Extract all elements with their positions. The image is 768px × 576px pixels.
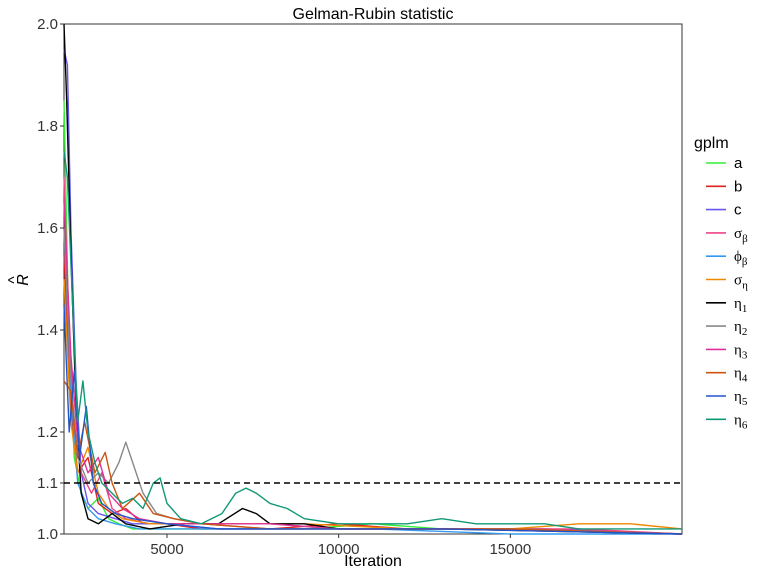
series-line-11: [63, 304, 683, 535]
y-tick-label: 1.8: [37, 118, 58, 135]
x-tick-label: 15000: [489, 541, 531, 558]
y-tick-label: 1.6: [37, 220, 58, 237]
legend-label-10: η4: [734, 366, 748, 385]
legend-label-8: η2: [734, 319, 747, 338]
series-line-12: [63, 151, 682, 530]
plot-panel: [63, 23, 683, 535]
legend-label-3: c: [734, 202, 742, 219]
y-axis-title-hat: ^: [6, 276, 23, 284]
x-axis: 5000 10000 15000: [150, 534, 531, 558]
legend-label-2: b: [734, 178, 742, 195]
legend-label-7: η1: [734, 296, 747, 315]
series-layer: [63, 23, 683, 535]
y-tick-label: 1.1: [37, 475, 58, 492]
y-axis-title-group: R ^: [6, 274, 32, 286]
legend: gplm abc σβ ϕβ ση η1 η2 η3 η4 η5 η6: [694, 135, 748, 431]
legend-label-1: a: [734, 155, 743, 172]
y-axis: 1.0 1.1 1.2 1.4 1.6 1.8 2.0: [37, 16, 64, 543]
y-tick-label: 1.4: [37, 322, 58, 339]
chart-title: Gelman-Rubin statistic: [293, 6, 454, 23]
legend-label-5: ϕβ: [734, 249, 748, 268]
legend-title: gplm: [694, 135, 729, 152]
y-axis-title: R: [15, 274, 32, 286]
y-tick-label: 1.2: [37, 424, 58, 441]
legend-label-6: ση: [734, 273, 748, 292]
y-tick-label: 1.0: [37, 526, 58, 543]
legend-label-11: η5: [734, 389, 748, 408]
legend-label-9: η3: [734, 342, 748, 361]
x-tick-label: 10000: [318, 541, 360, 558]
legend-label-4: σβ: [734, 226, 748, 245]
x-tick-label: 5000: [150, 541, 183, 558]
y-tick-label: 2.0: [37, 16, 58, 33]
x-axis-title: Iteration: [344, 553, 402, 570]
legend-label-12: η6: [734, 412, 748, 431]
